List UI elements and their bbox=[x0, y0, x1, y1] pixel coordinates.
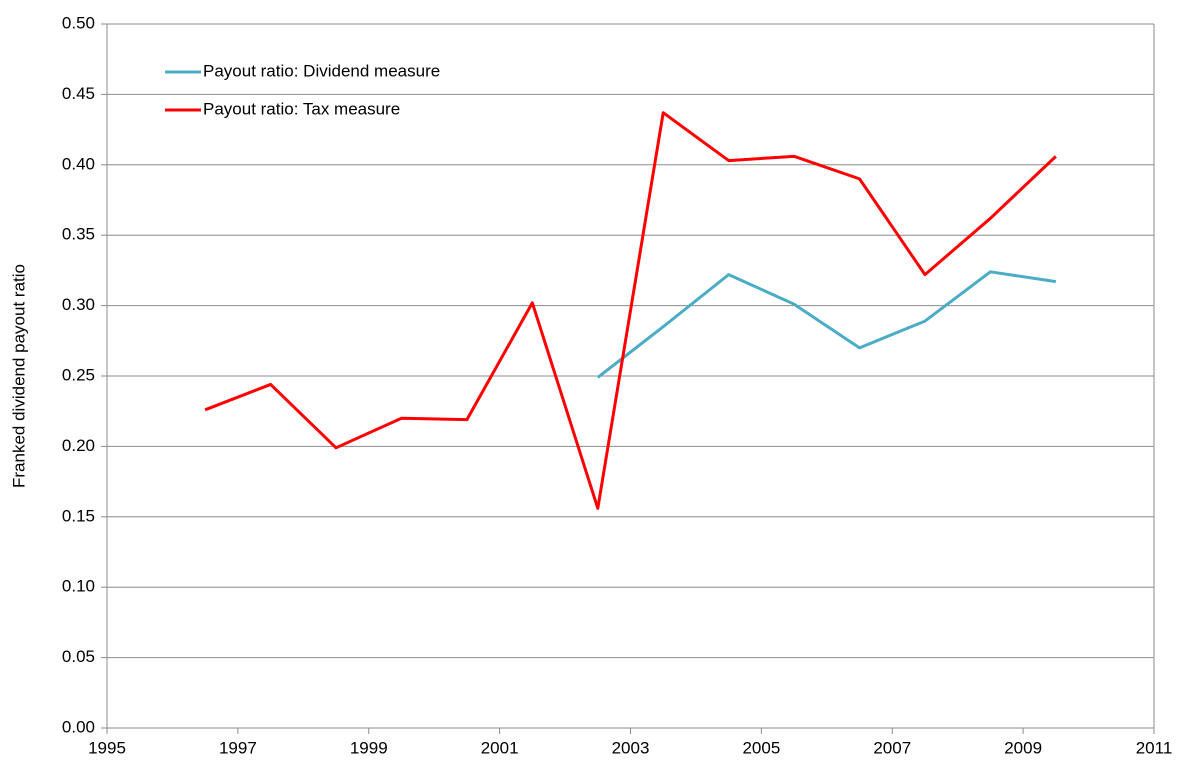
legend-label: Payout ratio: Dividend measure bbox=[203, 61, 440, 80]
x-tick-label: 2009 bbox=[1004, 738, 1042, 757]
x-tick-label: 2005 bbox=[742, 738, 780, 757]
y-tick-label: 0.05 bbox=[62, 647, 95, 666]
series-line bbox=[596, 270, 1057, 379]
y-tick-label: 0.40 bbox=[62, 154, 95, 173]
y-tick-label: 0.45 bbox=[62, 84, 95, 103]
x-tick-label: 1997 bbox=[219, 738, 257, 757]
y-tick-label: 0.50 bbox=[62, 13, 95, 32]
x-tick-label: 1999 bbox=[350, 738, 388, 757]
y-tick-label: 0.10 bbox=[62, 577, 95, 596]
x-tick-label: 2001 bbox=[481, 738, 519, 757]
y-tick-label: 0.20 bbox=[62, 436, 95, 455]
y-tick-label: 0.00 bbox=[62, 717, 95, 736]
x-tick-label: 2011 bbox=[1136, 738, 1173, 757]
y-tick-label: 0.35 bbox=[62, 225, 95, 244]
y-tick-label: 0.25 bbox=[62, 365, 95, 384]
x-tick-label: 1995 bbox=[88, 738, 126, 757]
y-axis-title: Franked dividend payout ratio bbox=[9, 264, 28, 488]
y-tick-label: 0.30 bbox=[62, 295, 95, 314]
legend-label: Payout ratio: Tax measure bbox=[203, 99, 400, 118]
y-tick-label: 0.15 bbox=[62, 506, 95, 525]
series-line bbox=[204, 111, 1057, 510]
x-tick-label: 2007 bbox=[873, 738, 911, 757]
x-tick-label: 2003 bbox=[612, 738, 650, 757]
